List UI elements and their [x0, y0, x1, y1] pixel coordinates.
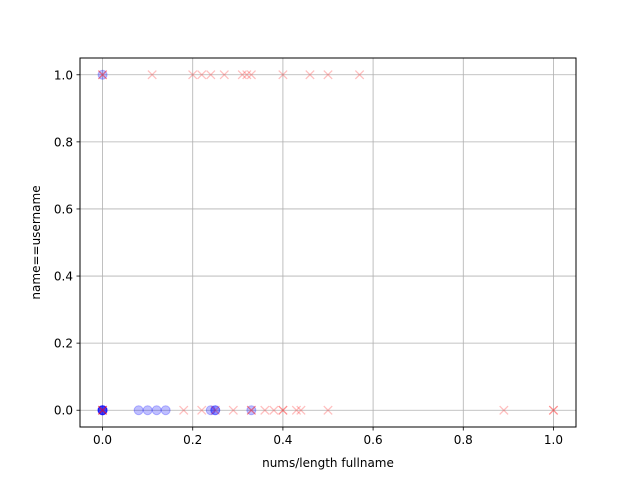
cross-point [278, 70, 288, 80]
cross-point [219, 70, 229, 80]
cross-point [305, 70, 315, 80]
circle-point [160, 405, 171, 416]
cross-point [97, 70, 108, 80]
cross-point [97, 405, 108, 415]
cross-point [97, 70, 108, 80]
cross-point [97, 405, 108, 415]
cross-point [269, 405, 279, 415]
cross-point [228, 405, 238, 415]
cross-point [97, 405, 108, 415]
cross-point [354, 70, 365, 80]
cross-point [246, 70, 257, 80]
cross-point [548, 405, 559, 415]
cross-point [499, 405, 509, 415]
plot-frame [79, 57, 577, 428]
circle-point [97, 405, 108, 416]
x-axis-label: nums/length fullname [262, 456, 394, 470]
circle-point [151, 405, 162, 416]
cross-point [237, 70, 247, 80]
x-tick-label: 0.8 [454, 433, 473, 447]
circle-point [97, 405, 108, 416]
y-tick-label: 0.6 [54, 202, 73, 216]
y-tick-label: 1.0 [54, 68, 73, 82]
circle-point [210, 405, 221, 416]
x-tick-label: 1.0 [544, 433, 563, 447]
y-tick-label: 0.0 [54, 404, 73, 418]
cross-point [278, 405, 288, 415]
cross-point [246, 405, 257, 415]
x-tick-label: 0.2 [183, 433, 202, 447]
y-tick-label: 0.8 [54, 135, 73, 149]
cross-point [548, 405, 559, 415]
cross-point [323, 405, 333, 415]
cross-point [188, 70, 198, 80]
cross-point [291, 405, 302, 415]
cross-point [323, 70, 333, 80]
circle-point [97, 405, 108, 416]
x-tick-label: 0.0 [93, 433, 112, 447]
data-points [97, 69, 559, 416]
cross-point [278, 405, 288, 415]
cross-point [296, 405, 306, 415]
grid-lines [80, 58, 576, 427]
y-axis-label: name==username [29, 185, 43, 299]
circle-point [205, 405, 216, 416]
cross-point [242, 70, 252, 80]
circle-point [142, 405, 153, 416]
cross-point [210, 405, 220, 415]
cross-point [197, 405, 207, 415]
circle-point [97, 405, 108, 416]
cross-point [179, 405, 189, 415]
cross-point [197, 70, 207, 80]
y-tick-label: 0.4 [54, 270, 73, 284]
circle-point [133, 405, 144, 416]
cross-point [246, 405, 257, 415]
cross-point [147, 70, 157, 80]
x-tick-label: 0.6 [364, 433, 383, 447]
circle-point [97, 69, 108, 80]
circle-point [246, 405, 257, 416]
cross-point [206, 70, 216, 80]
axis-ticks: 0.0 0.2 0.4 0.6 0.8 1.0 0.0 0.2 0.4 0.6 0.8 1.0 [54, 68, 563, 447]
circle-point [97, 405, 108, 416]
circle-point [210, 405, 221, 416]
y-tick-label: 0.2 [54, 337, 73, 351]
cross-point [260, 405, 270, 415]
x-tick-label: 0.4 [273, 433, 292, 447]
